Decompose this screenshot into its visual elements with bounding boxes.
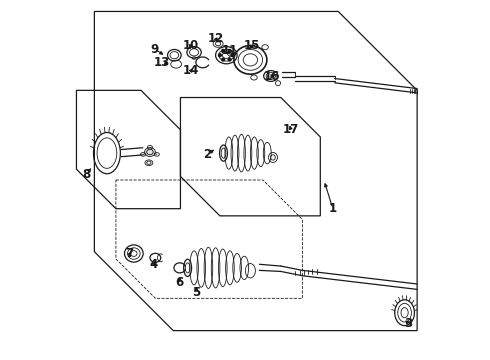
- Circle shape: [231, 54, 234, 57]
- Text: 13: 13: [154, 56, 170, 69]
- Ellipse shape: [145, 148, 155, 157]
- Text: 5: 5: [193, 287, 201, 300]
- Circle shape: [275, 81, 280, 86]
- Text: 15: 15: [244, 39, 260, 52]
- Circle shape: [219, 54, 221, 57]
- Text: 6: 6: [175, 276, 184, 289]
- Text: 8: 8: [82, 168, 91, 181]
- Text: 3: 3: [404, 317, 412, 330]
- Text: 11: 11: [222, 44, 238, 57]
- Text: 16: 16: [264, 69, 280, 82]
- Text: 7: 7: [125, 247, 134, 260]
- Text: 4: 4: [149, 258, 158, 271]
- Text: 17: 17: [283, 123, 299, 136]
- Text: 10: 10: [182, 39, 198, 52]
- Text: 14: 14: [183, 64, 199, 77]
- Circle shape: [221, 58, 224, 61]
- Text: 12: 12: [207, 32, 224, 45]
- Circle shape: [221, 49, 224, 52]
- Text: 9: 9: [150, 42, 159, 55]
- Circle shape: [228, 58, 231, 61]
- Circle shape: [228, 49, 231, 52]
- Text: 2: 2: [203, 148, 211, 161]
- Text: 1: 1: [329, 202, 337, 215]
